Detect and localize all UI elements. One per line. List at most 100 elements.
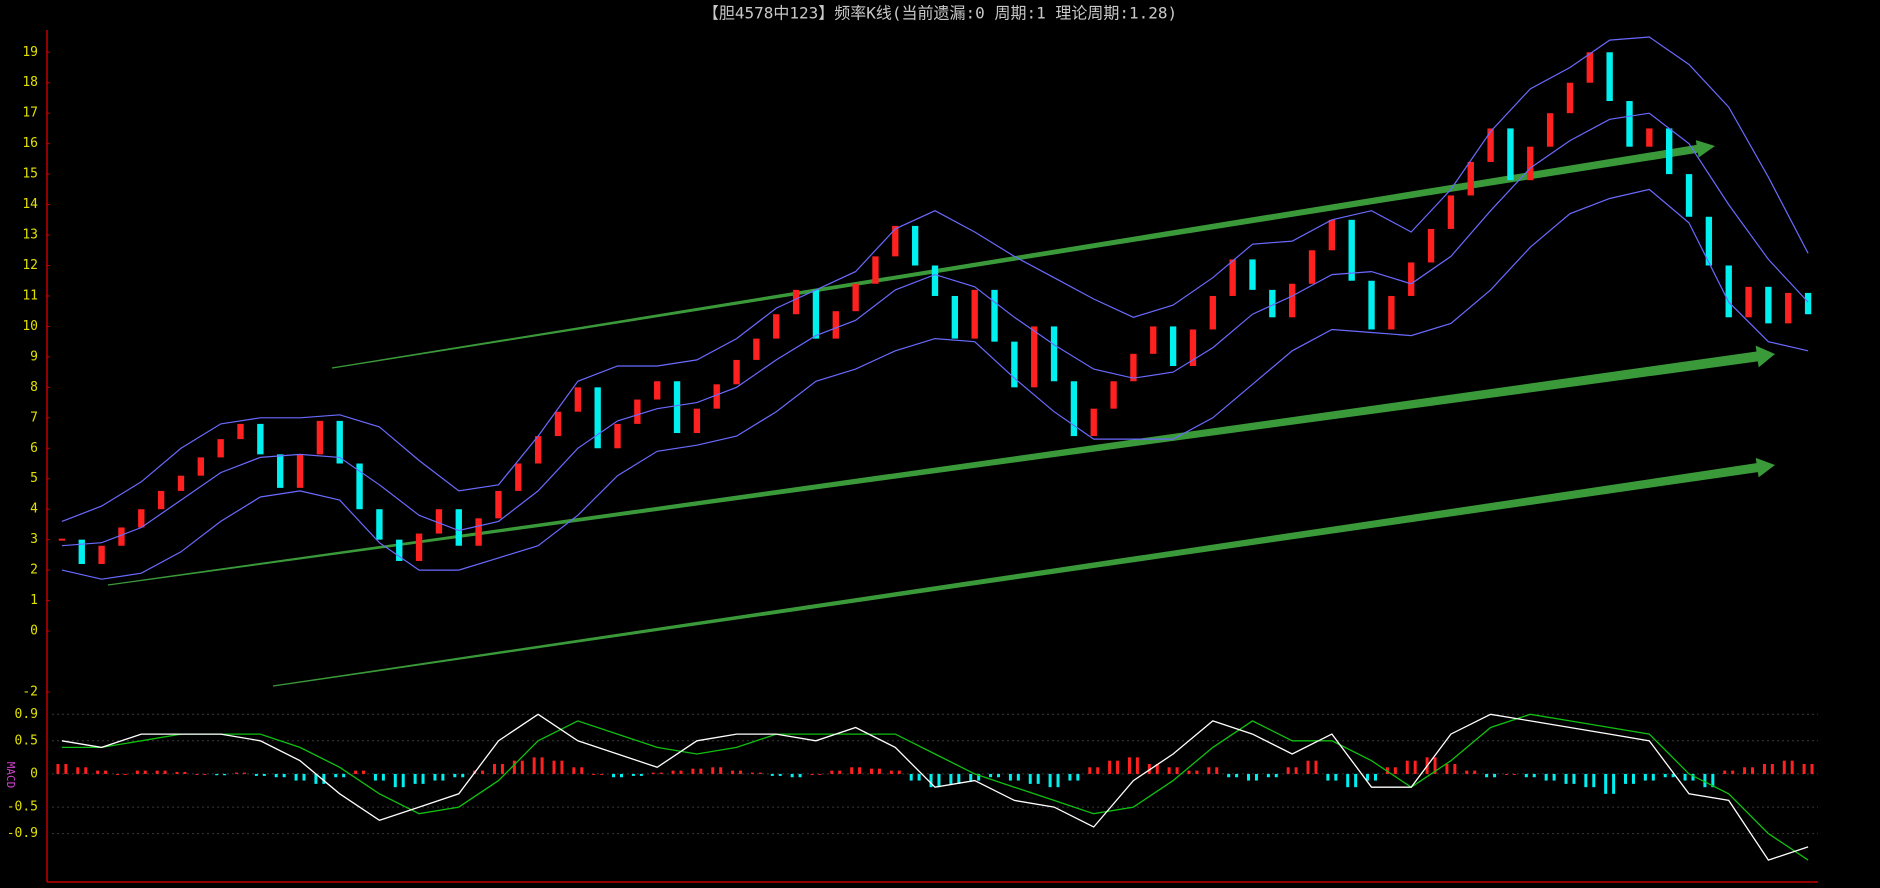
histogram-bar	[1671, 773, 1675, 778]
candle	[872, 256, 879, 284]
histogram-bar	[1643, 773, 1647, 781]
histogram-bar	[1147, 763, 1151, 774]
histogram-bar	[679, 770, 683, 774]
histogram-bar	[1254, 773, 1258, 781]
candle	[832, 311, 839, 339]
histogram-bar	[195, 773, 199, 775]
histogram-bar	[798, 773, 802, 778]
histogram-bar	[699, 768, 703, 774]
histogram-bar	[532, 757, 536, 774]
candle	[1804, 292, 1812, 315]
candle	[1467, 161, 1474, 196]
histogram-bar	[1485, 773, 1489, 778]
y-tick-label: 1	[30, 593, 38, 608]
histogram-bar	[1056, 773, 1060, 788]
histogram-bar	[373, 773, 377, 781]
histogram-bar	[282, 773, 286, 778]
candle	[455, 509, 462, 546]
histogram-bar	[302, 773, 306, 781]
candle	[1110, 381, 1117, 409]
histogram-bar	[1366, 773, 1370, 781]
candle	[98, 545, 105, 565]
candle	[1408, 262, 1415, 296]
y-tick-label: 12	[22, 258, 38, 273]
histogram-bar	[520, 760, 524, 774]
histogram-bar	[135, 770, 139, 774]
histogram-bar	[242, 772, 246, 774]
candle	[1546, 113, 1554, 147]
candle	[1130, 353, 1137, 382]
histogram-bar	[1453, 763, 1457, 774]
y-tick-label: 6	[30, 441, 38, 456]
histogram-bar	[1782, 760, 1786, 774]
y-tick-label: 0.5	[15, 733, 38, 748]
candle	[1606, 52, 1613, 102]
candle	[1487, 128, 1494, 162]
band-lower	[61, 188, 1809, 580]
histogram-bar	[1572, 773, 1576, 784]
candle	[177, 475, 185, 491]
candle	[435, 509, 443, 534]
histogram-bar	[254, 773, 258, 776]
band-upper	[61, 36, 1809, 522]
y-tick-label: 13	[22, 228, 38, 243]
y-tick-label: 16	[22, 136, 38, 151]
histogram-bar	[1314, 760, 1318, 774]
histogram-bar	[1552, 773, 1556, 781]
histogram-bar	[1711, 773, 1715, 788]
histogram-bar	[830, 770, 834, 774]
candle	[58, 538, 66, 541]
y-tick-label: 0.9	[15, 707, 38, 722]
histogram-bar	[818, 773, 822, 775]
histogram-bar	[977, 773, 981, 781]
y-tick-label: 0	[30, 624, 38, 639]
histogram-bar	[560, 760, 564, 774]
histogram-bar	[322, 773, 326, 784]
histogram-bar	[969, 773, 973, 781]
y-tick-label: 5	[30, 471, 38, 486]
candle	[594, 387, 601, 449]
histogram-bar	[1433, 757, 1437, 774]
histogram-bar	[1334, 773, 1338, 781]
histogram-bar	[719, 767, 723, 774]
candle	[892, 225, 899, 257]
histogram-bar	[870, 768, 874, 774]
candle	[1666, 128, 1673, 175]
histogram-bar	[711, 767, 715, 774]
histogram-bar	[294, 773, 298, 781]
candle	[1031, 326, 1038, 388]
histogram-bar	[1413, 760, 1417, 774]
candle	[1150, 326, 1157, 354]
candle	[1566, 82, 1574, 114]
histogram-bar	[1532, 773, 1536, 778]
histogram-bar	[1604, 773, 1608, 794]
candle	[792, 289, 800, 315]
histogram-bar	[1068, 773, 1072, 781]
candle	[118, 527, 125, 546]
histogram-bar	[1127, 757, 1131, 774]
candle	[1626, 101, 1633, 147]
histogram-bar	[850, 767, 854, 774]
histogram-bar	[1187, 770, 1191, 774]
y-tick-label: 15	[22, 167, 38, 182]
histogram-bar	[1512, 773, 1516, 775]
histogram-bar	[354, 770, 358, 774]
histogram-bar	[76, 767, 80, 774]
candle	[1249, 259, 1256, 290]
histogram-bar	[1624, 773, 1628, 784]
candle	[356, 463, 363, 510]
histogram-bar	[1088, 767, 1092, 774]
y-tick-label: -0.5	[7, 800, 38, 815]
histogram-bar	[1723, 770, 1727, 774]
histogram-bar	[770, 773, 774, 776]
histogram-bar	[1393, 767, 1397, 774]
histogram-bar	[1028, 773, 1032, 784]
histogram-bar	[381, 773, 385, 781]
y-tick-label: -2	[22, 684, 38, 699]
histogram-bar	[1762, 763, 1766, 774]
candle	[376, 509, 383, 540]
histogram-bar	[1116, 760, 1120, 774]
candle	[495, 490, 502, 519]
histogram-bar	[441, 773, 445, 781]
histogram-bar	[1584, 773, 1588, 788]
